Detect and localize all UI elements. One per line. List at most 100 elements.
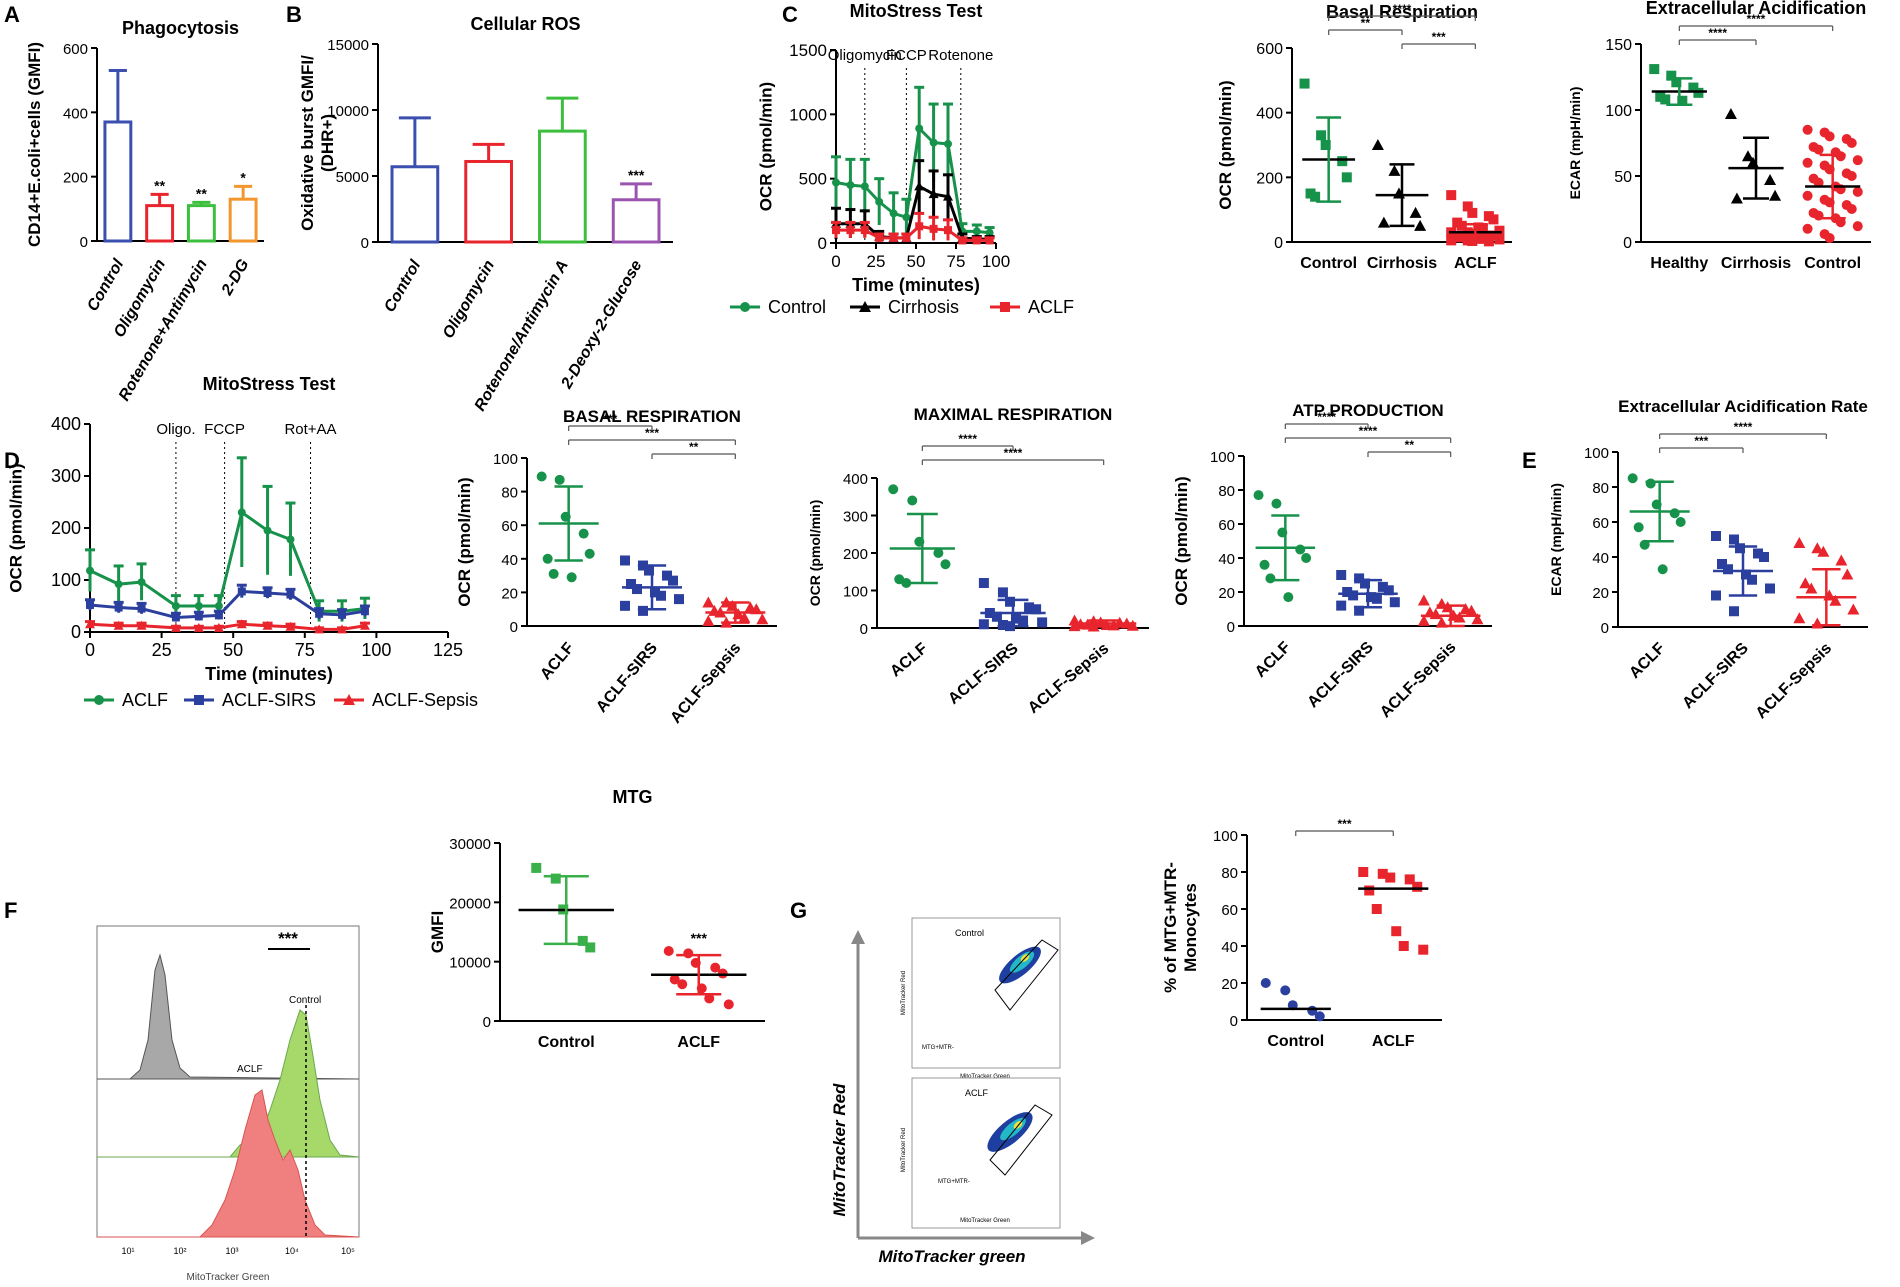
- E-data-point: [1747, 574, 1757, 585]
- D2-data-point: [620, 555, 630, 566]
- C3-y-tick-label: 150: [1605, 37, 1632, 54]
- F2-data-point: [577, 935, 588, 946]
- flow-plot-control-xlabel: MitoTracker Green: [960, 1074, 1010, 1080]
- C2-data-point: [1456, 232, 1467, 243]
- C1-x-tick-label: 25: [867, 252, 886, 271]
- D2-data-point: [632, 584, 642, 595]
- C1-series-point: [929, 138, 938, 147]
- D4-category-label: ACLF-Sepsis: [1377, 639, 1459, 721]
- E-y-tick-label: 80: [1592, 480, 1609, 497]
- C1-series-point: [860, 182, 869, 191]
- D4-data-point: [1253, 490, 1264, 501]
- C3-data-point: [1835, 151, 1846, 162]
- charts: Phagocytosis0200400600CD14+E.coli+cells …: [7, 0, 1871, 1051]
- F2-data-point: [723, 999, 734, 1010]
- C2-title: Basal Respiration: [1326, 2, 1478, 22]
- B-y-tick-label: 5000: [336, 169, 369, 186]
- D3-data-point: [1024, 602, 1035, 613]
- C2-category-label: Cirrhosis: [1367, 255, 1437, 272]
- D1-legend-label: ACLF-SIRS: [222, 690, 316, 710]
- D4-y-tick-label: 60: [1218, 517, 1235, 534]
- A-y-tick-label: 600: [63, 41, 88, 58]
- D4-data-point: [1336, 600, 1347, 611]
- panel-letter-c: C: [782, 2, 798, 27]
- D4-y-tick-label: 40: [1218, 551, 1235, 568]
- D1-x-tick-label: 125: [433, 640, 463, 660]
- C1-x-tick-label: 75: [947, 252, 966, 271]
- C2-data-point: [1337, 156, 1348, 167]
- D4-data-point: [1283, 592, 1294, 603]
- E-data-point: [1765, 583, 1775, 594]
- B-bar: [390, 165, 440, 244]
- D1-series-point: [171, 613, 180, 622]
- chart-C3: Extracellular Acidification 0 50 100 150 ECAR…: [1567, 0, 1871, 272]
- B-y-label-2: (DHR+): [318, 114, 337, 172]
- C3-data-point: [1846, 171, 1857, 181]
- E-y-tick-label: 0: [1601, 620, 1609, 637]
- F2-y-label: GMFI: [428, 911, 447, 954]
- D3-data-point: [1126, 619, 1139, 631]
- C2-category-label: Control: [1300, 255, 1357, 272]
- C2-bracket-label: **: [1361, 16, 1371, 30]
- C3-data-point: [1660, 94, 1671, 105]
- D4-data-point: [1348, 590, 1359, 601]
- D1-legend-marker: [194, 695, 204, 705]
- D3-category-label: ACLF-Sepsis: [1025, 640, 1112, 717]
- E-data-point: [1759, 552, 1769, 562]
- D4-data-point: [1301, 553, 1312, 563]
- C2-data-point: [1299, 78, 1310, 89]
- flow-plot-aclf-title: ACLF: [965, 1088, 989, 1098]
- D1-series-line: [89, 509, 366, 613]
- C3-y-label: ECAR (mpH/min): [1567, 87, 1583, 200]
- C1-series-point: [914, 181, 925, 191]
- C1-series-point: [929, 224, 938, 233]
- flow-plot-aclf-gate: MTG+MTR-: [938, 1179, 970, 1185]
- D1-x-tick-label: 0: [85, 640, 95, 660]
- G2-data-point: [1412, 881, 1423, 892]
- A-bar: [103, 120, 133, 243]
- C1-annotation-label: Oligomycin: [828, 47, 902, 64]
- E-y-tick-label: 20: [1592, 585, 1609, 602]
- panel-letter-g: G: [790, 898, 807, 923]
- D1-series-line: [89, 589, 366, 619]
- C1-y-tick-label: 0: [818, 234, 827, 253]
- D3-data-point: [997, 587, 1008, 598]
- G2-y-tick-label: 0: [1230, 1013, 1238, 1030]
- G2-category-label: ACLF: [1372, 1033, 1415, 1050]
- D2-data-point: [644, 565, 654, 576]
- flow-y-arrow: [851, 930, 865, 944]
- D1-title: MitoStress Test: [203, 374, 336, 394]
- C3-bracket-label: ****: [1747, 12, 1766, 26]
- flow-plot-control-gate: MTG+MTR-: [922, 1045, 954, 1051]
- D2-data-point: [656, 590, 666, 601]
- D1-y-label: OCR (pmol/min): [7, 463, 26, 592]
- D1-series-point: [286, 535, 295, 544]
- C2-category-label: ACLF: [1454, 255, 1497, 272]
- D1-legend-marker: [343, 694, 355, 705]
- F2-data-point: [531, 862, 542, 873]
- chart-D2: BASAL RESPIRATION 0 20 40 60 80 100 OCR (pmol/m…: [455, 407, 777, 727]
- E-category-label: ACLF-Sepsis: [1753, 640, 1835, 722]
- C2-y-tick-label: 0: [1274, 235, 1283, 252]
- G2-data-point: [1377, 868, 1388, 879]
- D1-series-point: [237, 508, 246, 517]
- D2-category-label: ACLF-Sepsis: [667, 640, 744, 727]
- F2-y-tick-label: 10000: [449, 955, 491, 972]
- D3-data-point: [1037, 617, 1048, 628]
- E-data-point: [1793, 537, 1806, 548]
- D4-y-label: OCR (pmol/min): [1172, 476, 1191, 605]
- flow-ylabel: MitoTracker Red: [830, 1083, 849, 1217]
- F2-data-point: [677, 979, 688, 990]
- D1-series-point: [113, 620, 124, 630]
- C2-data-point: [1467, 228, 1478, 239]
- D2-data-point: [756, 613, 769, 625]
- C1-y-tick-label: 1000: [789, 105, 827, 124]
- C1-series-point: [832, 178, 840, 187]
- C3-data-point: [1813, 144, 1824, 155]
- G2-y-tick-label: 100: [1213, 828, 1238, 845]
- C3-data-point: [1824, 233, 1835, 244]
- C1-legend-marker: [859, 301, 871, 312]
- D2-y-tick-label: 40: [501, 552, 518, 569]
- D4-y-tick-label: 0: [1227, 619, 1235, 636]
